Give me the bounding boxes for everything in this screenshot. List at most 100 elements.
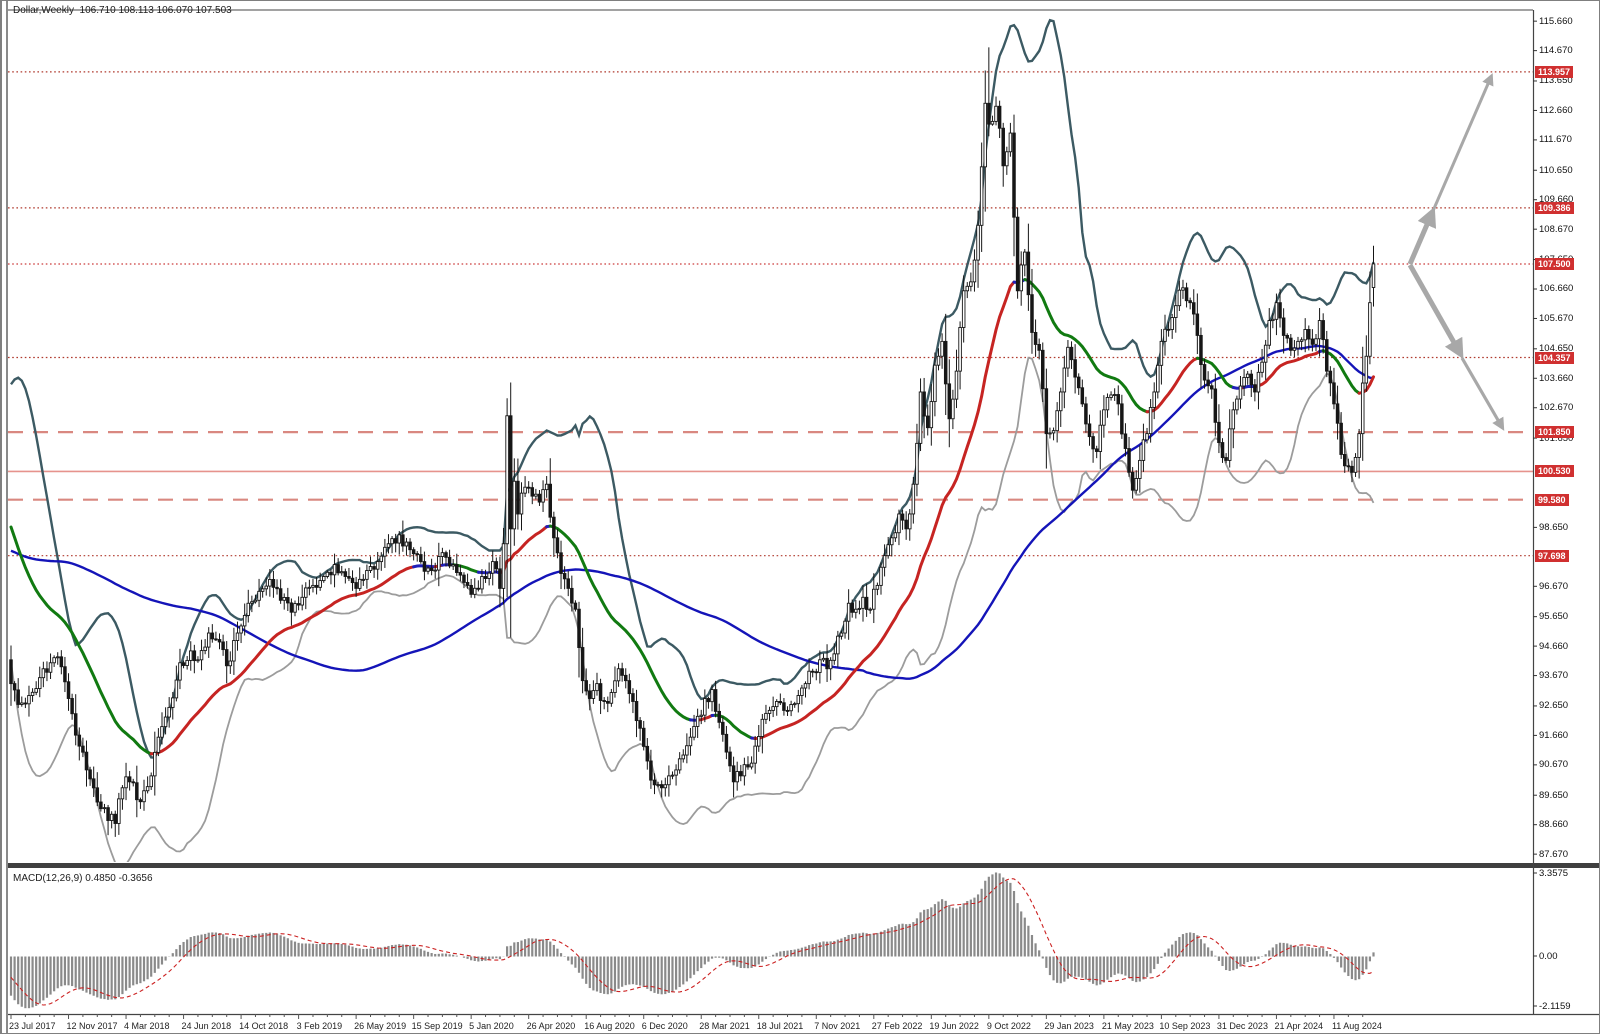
bearish-candle (1192, 302, 1196, 315)
bearish-candle (1084, 403, 1088, 425)
bullish-candle (1152, 391, 1156, 408)
window-left-border-inner (6, 1, 8, 1033)
bullish-candle (1066, 346, 1070, 369)
time-axis-label: 15 Sep 2019 (411, 1021, 463, 1031)
bullish-candle (544, 483, 549, 491)
bearish-candle (1253, 384, 1257, 393)
trend-moving-average (1145, 356, 1199, 414)
bearish-candle (224, 649, 229, 667)
bullish-candle (156, 736, 161, 753)
bullish-candle (185, 659, 189, 666)
bullish-candle (1148, 406, 1153, 435)
bullish-candle (1170, 317, 1174, 330)
bullish-candle (1098, 424, 1103, 452)
bearish-candle (1332, 382, 1336, 405)
bullish-candle (1177, 289, 1182, 307)
bearish-candle (577, 608, 581, 648)
bullish-candle (109, 813, 114, 821)
bearish-candle (347, 576, 351, 579)
bearish-candle (1080, 387, 1085, 405)
bullish-candle (749, 762, 754, 768)
bearish-candle (59, 656, 64, 668)
bearish-candle (70, 698, 74, 715)
bullish-candle (1242, 376, 1246, 387)
bearish-candle (1116, 394, 1121, 405)
projection-arrow[interactable] (1407, 206, 1437, 265)
bullish-candle (1231, 409, 1236, 430)
bearish-candle (444, 552, 448, 558)
bearish-candle (429, 567, 434, 571)
bearish-candle (16, 689, 20, 705)
bullish-candle (149, 775, 153, 788)
bearish-candle (713, 689, 718, 712)
bullish-candle (1048, 432, 1052, 435)
bearish-candle (649, 760, 653, 781)
bullish-candle (117, 798, 121, 824)
bullish-candle (480, 576, 484, 590)
bullish-candle (616, 668, 621, 682)
bullish-candle (1303, 329, 1307, 341)
bullish-candle (940, 340, 944, 357)
bullish-candle (764, 712, 768, 720)
time-axis-label: 9 Oct 2022 (986, 1021, 1031, 1031)
bullish-candle (753, 745, 757, 764)
bearish-candle (900, 513, 905, 521)
trend-moving-average (9, 525, 153, 756)
bearish-candle (411, 549, 416, 555)
bullish-candle (879, 566, 883, 586)
bearish-candle (343, 571, 348, 577)
trend-moving-average (149, 565, 416, 756)
bearish-candle (1209, 385, 1214, 390)
bearish-candle (1307, 329, 1311, 340)
bearish-candle (588, 690, 592, 699)
price-tag-109.386: 109.386 (1535, 201, 1574, 214)
bearish-candle (1076, 376, 1081, 389)
trend-moving-average (498, 525, 549, 575)
bullish-candle (854, 608, 858, 613)
long-moving-average (10, 344, 1374, 680)
bullish-candle (264, 585, 268, 590)
bullish-candle (1314, 338, 1318, 345)
bullish-candle (979, 166, 984, 226)
bearish-candle (641, 727, 646, 747)
bearish-candle (12, 683, 17, 691)
price-axis-label: 103.660 (1539, 372, 1574, 384)
projection-arrow[interactable] (1407, 263, 1464, 360)
bearish-candle (1026, 251, 1031, 296)
bullish-candle (487, 572, 491, 579)
projection-arrow[interactable] (1460, 357, 1505, 431)
bullish-candle (868, 608, 872, 611)
bearish-candle (135, 782, 139, 801)
bullish-candle (242, 614, 247, 627)
bullish-candle (339, 571, 344, 574)
price-tag-104.357: 104.357 (1535, 351, 1574, 364)
bearish-candle (66, 681, 71, 699)
bullish-candle (203, 646, 207, 652)
bearish-candle (721, 721, 725, 735)
bullish-candle (897, 513, 901, 534)
bearish-candle (336, 564, 340, 574)
price-tag-99.580: 99.580 (1535, 493, 1569, 506)
bearish-candle (462, 574, 466, 583)
bearish-candle (904, 519, 908, 530)
bullish-candle (490, 561, 495, 574)
time-axis-label: 3 Feb 2019 (296, 1021, 343, 1031)
bullish-candle (990, 120, 995, 125)
bearish-candle (634, 701, 639, 722)
bearish-candle (1346, 465, 1351, 468)
bearish-candle (210, 632, 215, 640)
bearish-candle (447, 556, 452, 567)
bearish-candle (127, 776, 132, 783)
bearish-candle (778, 701, 783, 704)
panel-splitter[interactable] (1, 863, 1600, 868)
bullish-candle (890, 537, 894, 546)
bearish-candle (138, 799, 143, 803)
bullish-candle (1299, 339, 1304, 342)
bullish-candle (771, 706, 775, 711)
bearish-candle (559, 552, 563, 574)
bearish-candle (314, 584, 319, 588)
bullish-candle (199, 650, 204, 661)
bullish-candle (1245, 373, 1250, 378)
bullish-candle (821, 657, 826, 661)
